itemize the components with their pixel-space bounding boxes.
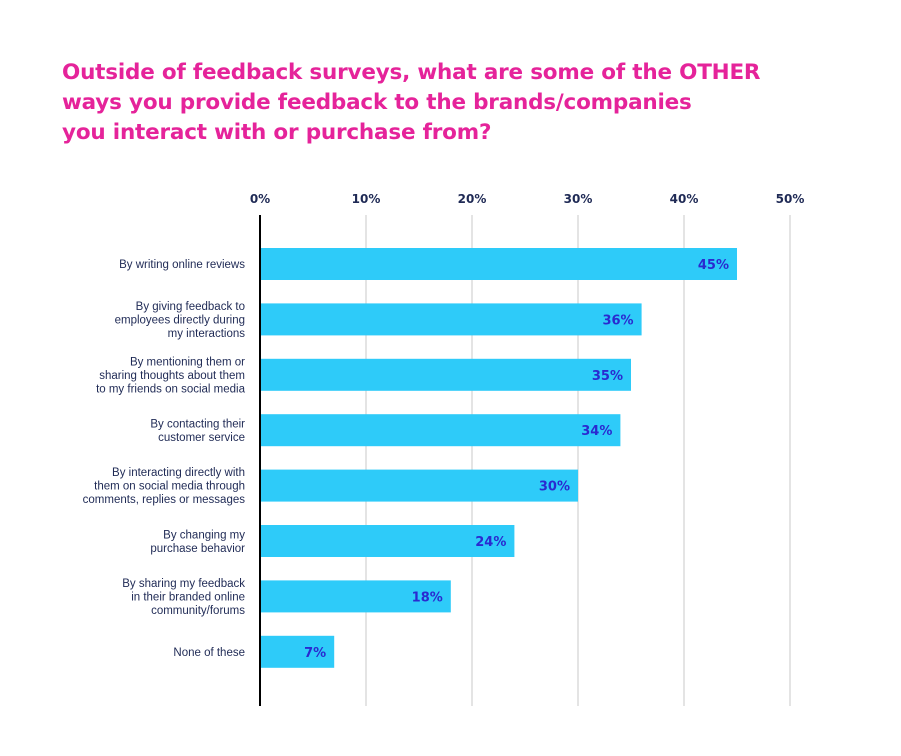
data-label-0: 45% (698, 258, 729, 273)
category-label-4: By interacting directly with them on soci… (83, 467, 246, 506)
gridlines (365, 215, 791, 706)
category-labels: By writing online reviews By giving feedb… (83, 259, 246, 659)
category-label-1-line-2: my interactions (168, 328, 246, 340)
category-label-1-line-1: employees directly during (115, 314, 245, 326)
category-label-0: By writing online reviews (119, 259, 245, 271)
x-tick-label-50: 50% (776, 192, 805, 206)
category-label-4-line-0: By interacting directly with (112, 467, 245, 479)
x-tick-label-40: 40% (670, 192, 699, 206)
x-tick-label-10: 10% (352, 192, 381, 206)
bar-6 (260, 580, 451, 613)
category-label-1-line-0: By giving feedback to (136, 301, 245, 313)
category-label-3-line-0: By contacting their (150, 418, 245, 430)
category-label-0-line-0: By writing online reviews (119, 259, 245, 271)
category-label-6: By sharing my feedback in their branded o… (122, 578, 245, 617)
data-label-4: 30% (539, 480, 570, 495)
category-label-4-line-2: comments, replies or messages (83, 494, 246, 506)
category-label-3-line-1: customer service (158, 432, 245, 444)
bar-7 (260, 635, 335, 668)
bar-3 (260, 414, 621, 447)
category-label-6-line-0: By sharing my feedback (122, 578, 245, 590)
category-label-2-line-0: By mentioning them or (130, 356, 245, 368)
data-label-5: 24% (475, 535, 506, 550)
x-tick-label-30: 30% (564, 192, 593, 206)
category-label-2: By mentioning them or sharing thoughts ab… (96, 356, 246, 395)
category-label-2-line-1: sharing thoughts about them (99, 370, 245, 382)
category-label-3: By contacting their customer service (150, 418, 245, 444)
chart-title-line-3: you interact with or purchase from? (62, 120, 492, 145)
category-label-1: By giving feedback to employees directly … (115, 301, 246, 340)
category-label-7: None of these (173, 647, 245, 659)
data-label-1: 36% (602, 313, 633, 328)
category-label-2-line-2: to my friends on social media (96, 383, 246, 395)
chart-title: Outside of feedback surveys, what are so… (62, 58, 842, 148)
bar-5 (260, 525, 515, 557)
category-label-6-line-1: in their branded online (131, 591, 245, 603)
x-tick-label-20: 20% (458, 192, 487, 206)
bar-4 (260, 469, 578, 502)
category-label-5: By changing my purchase behavior (150, 529, 245, 555)
data-labels: 45% 36% 35% 34% 30% 24% 18% 7% (304, 258, 729, 661)
data-label-7: 7% (304, 646, 326, 661)
chart-title-line-1: Outside of feedback surveys, what are so… (62, 60, 761, 85)
category-label-6-line-2: community/forums (151, 605, 245, 617)
x-axis-ticks: 0% 10% 20% 30% 40% 50% (250, 192, 805, 206)
bar-2 (260, 358, 631, 391)
chart-title-line-2: ways you provide feedback to the brands/… (62, 90, 692, 115)
x-tick-label-0: 0% (250, 192, 270, 206)
category-label-7-line-0: None of these (173, 647, 245, 659)
bars (260, 248, 737, 668)
bar-1 (260, 303, 642, 336)
data-label-3: 34% (581, 424, 612, 439)
data-label-6: 18% (412, 590, 443, 605)
category-label-5-line-0: By changing my (163, 529, 245, 541)
category-label-5-line-1: purchase behavior (150, 543, 245, 555)
data-label-2: 35% (592, 369, 623, 384)
category-label-4-line-1: them on social media through (94, 481, 245, 493)
bar-0 (260, 248, 737, 280)
